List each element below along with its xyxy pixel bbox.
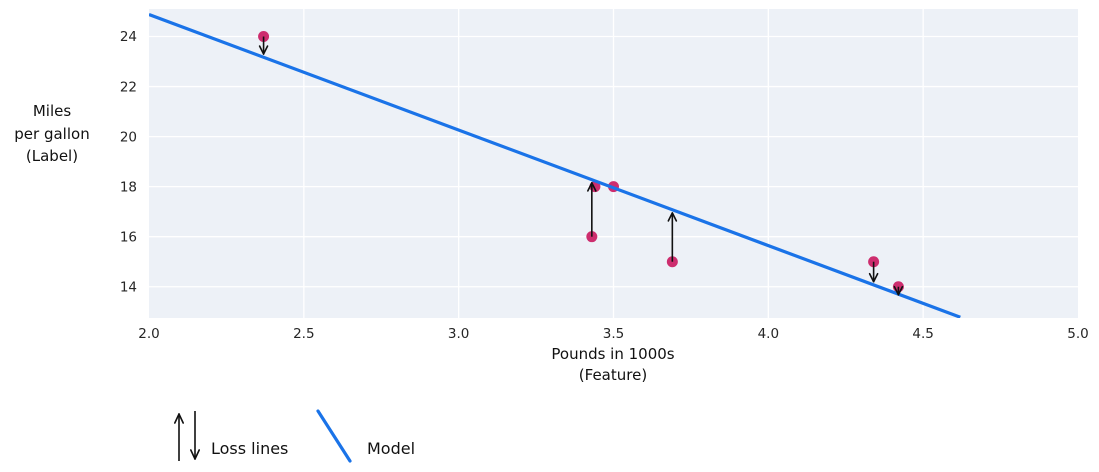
arrow-head: [591, 182, 597, 192]
model-line: [149, 13, 961, 318]
y-tick-label: 24: [120, 29, 137, 45]
x-tick-label: 2.5: [293, 326, 314, 342]
x-tick-label: 4.5: [912, 326, 933, 342]
legend-loss-down-arrow-icon: [190, 411, 200, 460]
y-axis-title-line: Miles: [32, 102, 72, 120]
loss-arrow-down: [893, 285, 904, 296]
legend-model-line-icon: [316, 409, 352, 463]
x-tick-label: 3.0: [448, 326, 469, 342]
y-tick-label: 20: [120, 129, 137, 145]
arrow-head: [190, 449, 196, 460]
arrow-head: [671, 212, 678, 222]
arrow-head: [587, 182, 593, 192]
loss-arrow-up: [587, 182, 597, 237]
legend-label-loss-lines: Loss lines: [211, 439, 289, 458]
arrow-head: [667, 212, 674, 222]
y-axis-title-line: per gallon: [14, 124, 90, 143]
x-axis-title-line: Pounds in 1000s: [551, 345, 675, 363]
x-tick-label: 2.0: [138, 326, 159, 342]
legend-loss-up-arrow-icon: [174, 413, 184, 461]
x-tick-label: 4.0: [758, 326, 779, 342]
y-tick-label: 22: [120, 79, 137, 95]
arrow-head: [897, 285, 904, 296]
x-tick-label: 3.5: [603, 326, 624, 342]
loss-arrow-up: [667, 212, 678, 262]
arrow-head: [178, 413, 184, 424]
arrow-head: [258, 45, 265, 55]
legend-label-model: Model: [367, 439, 416, 458]
arrow-head: [174, 413, 180, 424]
loss-arrow-down: [868, 261, 879, 283]
arrow-head: [262, 45, 269, 55]
y-axis-title-line: (Label): [25, 147, 79, 165]
arrow-head: [868, 272, 875, 283]
arrow-head: [893, 285, 900, 296]
x-axis-title: Pounds in 1000s (Feature): [463, 344, 763, 386]
y-tick-label: 14: [120, 279, 137, 295]
x-tick-label: 5.0: [1067, 326, 1088, 342]
arrow-head: [194, 449, 200, 460]
loss-arrow-down: [258, 36, 269, 55]
y-tick-label: 16: [120, 229, 137, 245]
y-tick-label: 18: [120, 179, 137, 195]
x-axis-title-line: (Feature): [578, 366, 648, 384]
arrow-head: [872, 272, 879, 283]
y-axis-title: Miles per gallon (Label): [0, 100, 104, 168]
